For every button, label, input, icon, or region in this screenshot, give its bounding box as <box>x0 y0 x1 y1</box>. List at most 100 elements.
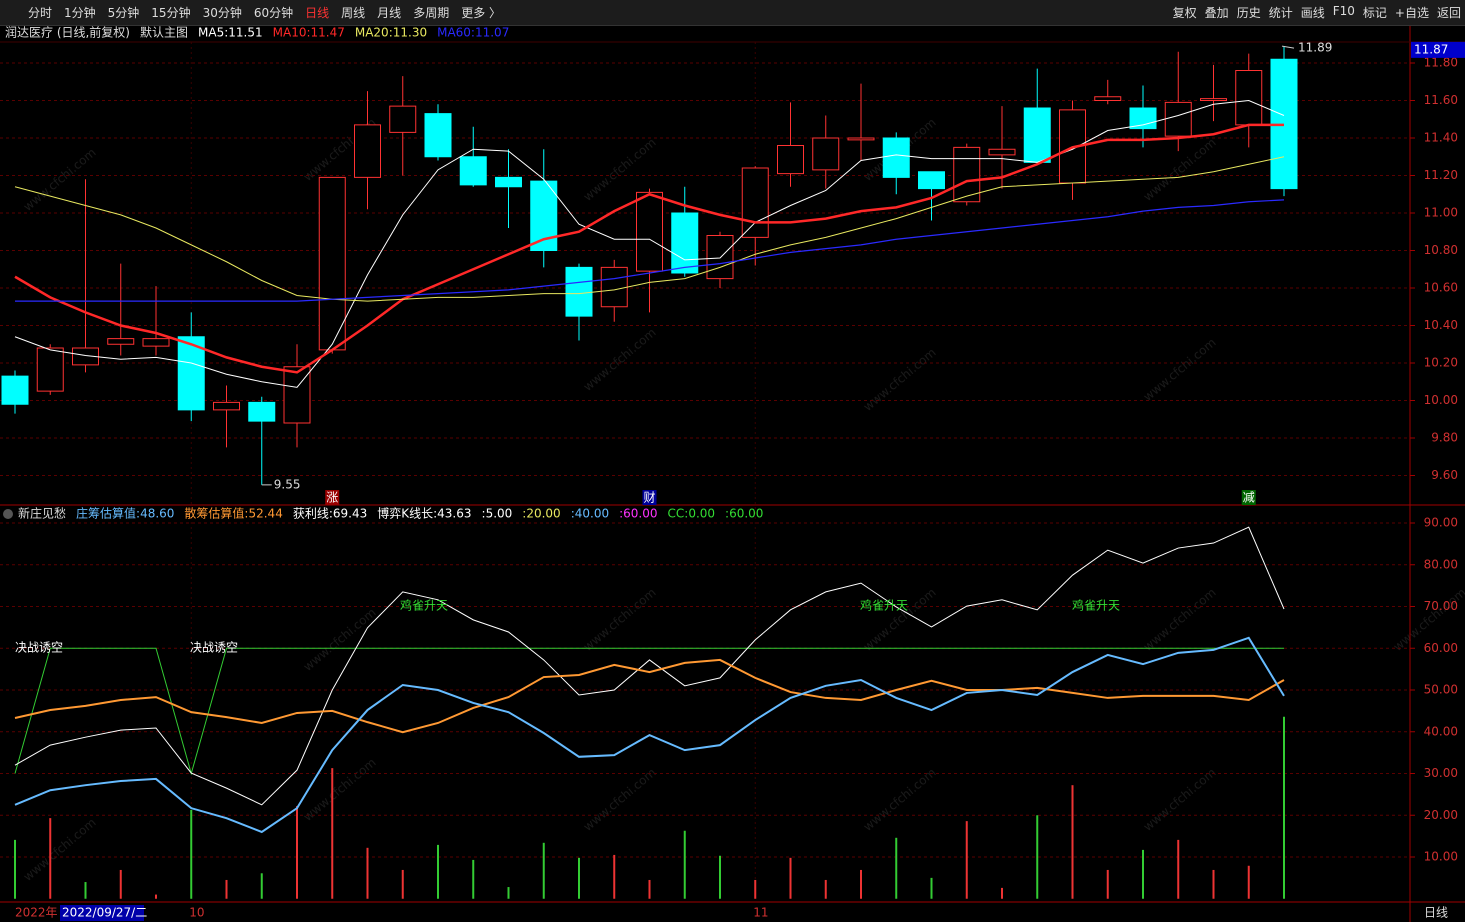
candle-body <box>847 137 875 141</box>
watermark: www.cfchi.com <box>301 755 379 824</box>
y-tick-label: 11.00 <box>1424 206 1458 220</box>
toolbar-button[interactable]: 15分钟 <box>151 6 191 20</box>
candle-body <box>142 338 170 347</box>
tool-buttons: 复权 叠加 历史 统计 画线 F10 标记 +自选 返回 <box>1169 4 1465 21</box>
legend-label: : <box>482 507 486 521</box>
high-label: 11.89 <box>1298 41 1332 55</box>
legend-value: 60.00 <box>729 507 763 521</box>
y-tick-label: 10.20 <box>1424 356 1458 370</box>
candle-body <box>495 176 522 188</box>
watermark: www.cfchi.com <box>861 345 939 414</box>
toolbar-button[interactable]: 周线 <box>341 6 366 20</box>
toolbar-button[interactable]: 叠加 <box>1204 6 1229 20</box>
toolbar-button[interactable]: 多周期 <box>413 6 450 20</box>
candle-body <box>1023 107 1051 163</box>
legend-label: 散筹估算值: <box>184 506 248 521</box>
y-tick-label: 90.00 <box>1424 516 1458 530</box>
toolbar-button[interactable]: 历史 <box>1236 6 1261 20</box>
toolbar-button[interactable]: 5分钟 <box>107 6 140 20</box>
candle-body <box>812 137 840 171</box>
legend-label: 获利线: <box>293 507 333 521</box>
toolbar-button[interactable]: 统计 <box>1268 6 1293 20</box>
legend-label: CC: <box>668 507 689 521</box>
y-tick-label: 50.00 <box>1424 683 1458 697</box>
watermark: www.cfchi.com <box>1141 765 1219 834</box>
toolbar-button[interactable]: 更多 〉 <box>461 6 502 20</box>
candle-body <box>741 167 769 238</box>
toolbar-button[interactable]: 1分钟 <box>64 6 96 20</box>
toolbar-button[interactable]: F10 <box>1332 4 1355 18</box>
watermark: www.cfchi.com <box>21 815 99 884</box>
y-tick-label: 10.60 <box>1424 281 1458 295</box>
signal-box <box>325 490 340 505</box>
legend-value: 11.07 <box>475 26 509 40</box>
candle-body <box>565 266 593 317</box>
candle-body <box>1164 101 1192 137</box>
last-price-label: 11.87 <box>1414 42 1448 56</box>
legend-label: : <box>571 507 575 521</box>
toolbar-button[interactable]: 返回 <box>1436 6 1461 20</box>
candle-body <box>706 235 734 280</box>
toolbar-button[interactable]: 30分钟 <box>202 6 242 20</box>
legend-value: 69.43 <box>333 507 367 521</box>
toolbar-button[interactable]: +自选 <box>1394 6 1429 20</box>
candle-body <box>248 401 276 422</box>
candle-body <box>636 191 663 272</box>
annotation: 鸡雀升天 <box>1072 598 1120 613</box>
indicator-line <box>14 647 1284 776</box>
annotation: 决战诱空 <box>15 641 63 655</box>
panel-title: 新庄见愁 <box>18 506 66 521</box>
y-tick-label: 40.00 <box>1424 724 1458 738</box>
toolbar: 分时 1分钟 5分钟 15分钟 30分钟 60分钟 日线 周线 月线 多周期 更多 〉 复权 叠加 历史统… <box>0 0 1465 26</box>
y-tick-label: 60.00 <box>1424 641 1458 655</box>
legend-value: 11.47 <box>311 26 345 40</box>
ma-line <box>14 99 1285 388</box>
legend-value: 43.63 <box>437 507 471 521</box>
candle-body <box>177 336 205 411</box>
candle-body <box>459 156 487 186</box>
indicator-line <box>14 526 1285 806</box>
toolbar-button[interactable]: 分时 <box>28 6 53 20</box>
cursor-date-box <box>60 905 144 921</box>
candle-body <box>213 401 240 411</box>
signal-box <box>1241 490 1256 505</box>
watermark: www.cfchi.com <box>581 765 659 834</box>
watermark: www.cfchi.com <box>861 765 939 834</box>
ma-line <box>14 123 1284 374</box>
watermark: www.cfchi.com <box>1141 335 1219 404</box>
legend-value: 40.00 <box>575 507 609 521</box>
legend-value: 11.51 <box>228 26 262 40</box>
toolbar-button[interactable]: 60分钟 <box>253 6 294 20</box>
candle-body <box>354 124 381 178</box>
watermark: www.cfchi.com <box>581 325 659 394</box>
watermark: www.cfchi.com <box>1141 135 1219 204</box>
candle-body <box>283 366 311 424</box>
candle-body <box>1129 107 1157 130</box>
toolbar-button[interactable]: 复权 <box>1172 6 1197 20</box>
toolbar-button[interactable]: 日线 <box>305 6 330 20</box>
last-price-box <box>1411 41 1465 58</box>
candle-body <box>424 113 452 158</box>
candle-body <box>1235 70 1263 126</box>
candle-body <box>988 148 1016 156</box>
toolbar-button[interactable]: 标记 <box>1362 6 1387 20</box>
x-tick-label: 11 <box>753 906 768 920</box>
toolbar-button[interactable]: 画线 <box>1300 6 1325 20</box>
watermark: www.cfchi.com <box>21 145 99 214</box>
y-tick-label: 10.00 <box>1424 393 1458 407</box>
legend-value: 11.30 <box>393 26 427 40</box>
toolbar-button[interactable]: 月线 <box>377 6 402 20</box>
footer-year: 2022年 <box>15 906 58 920</box>
legend-label: MA10: <box>273 26 311 40</box>
legend-value: 52.44 <box>248 507 282 521</box>
candle-body <box>671 212 699 274</box>
high-pointer <box>1281 45 1295 49</box>
annotation: 决战诱空 <box>190 641 238 655</box>
candle-body <box>1094 96 1122 101</box>
y-tick-label: 30.00 <box>1424 766 1458 780</box>
legend-value: 0.00 <box>688 507 715 521</box>
indicator-line <box>14 658 1285 734</box>
period-tabs: 分时 1分钟 5分钟 15分钟 30分钟 60分钟 日线 周线 月线 多周期 更多 〉 <box>22 4 507 21</box>
y-tick-label: 10.80 <box>1424 243 1458 257</box>
legend-label: MA60: <box>437 26 475 40</box>
